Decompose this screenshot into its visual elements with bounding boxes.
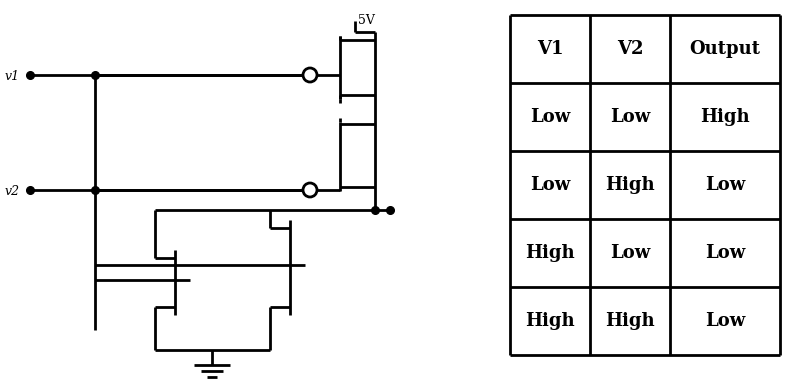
Text: Low: Low xyxy=(530,108,570,126)
Text: High: High xyxy=(700,108,750,126)
Text: High: High xyxy=(606,312,654,330)
Circle shape xyxy=(303,68,317,82)
Circle shape xyxy=(303,183,317,197)
Text: Low: Low xyxy=(705,244,745,262)
Text: Output: Output xyxy=(690,40,760,58)
Text: v2: v2 xyxy=(5,185,20,198)
Text: High: High xyxy=(525,244,575,262)
Text: V2: V2 xyxy=(617,40,643,58)
Text: Low: Low xyxy=(705,176,745,194)
Text: v1: v1 xyxy=(5,70,20,83)
Text: Low: Low xyxy=(530,176,570,194)
Text: Low: Low xyxy=(610,108,650,126)
Text: High: High xyxy=(606,176,654,194)
Text: Low: Low xyxy=(610,244,650,262)
Text: 5V: 5V xyxy=(358,14,375,27)
Text: Low: Low xyxy=(705,312,745,330)
Text: V1: V1 xyxy=(537,40,563,58)
Text: High: High xyxy=(525,312,575,330)
